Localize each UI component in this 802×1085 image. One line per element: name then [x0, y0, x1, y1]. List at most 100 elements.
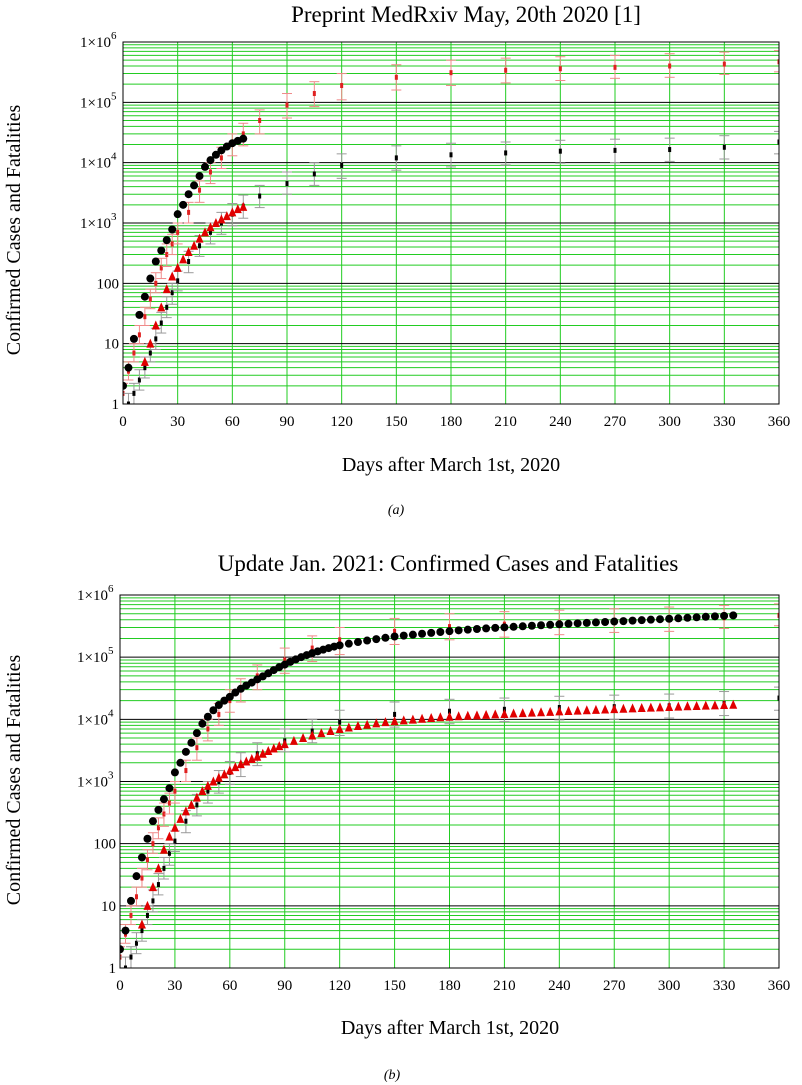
plot-frame	[119, 594, 780, 969]
y-tick-label: 100	[97, 276, 120, 292]
y-tick-label: 1	[109, 961, 117, 977]
observed-deaths-point	[582, 705, 591, 715]
observed-cases-point	[123, 381, 127, 390]
observed-deaths-point	[363, 719, 372, 729]
model-mean-point	[206, 726, 210, 732]
observed-deaths-point	[729, 699, 738, 709]
observed-deaths-point	[214, 772, 223, 782]
model-mean-point	[338, 637, 342, 643]
model-mean-point	[167, 800, 171, 806]
x-tick-label: 30	[167, 978, 182, 994]
observed-deaths-point	[280, 739, 289, 749]
observed-deaths-point	[220, 769, 229, 779]
observed-deaths-point	[527, 707, 536, 717]
model-mean-point	[285, 181, 289, 187]
observed-deaths-point	[472, 710, 481, 720]
model-mean-point	[140, 928, 144, 934]
y-tick-exponent: 6	[108, 583, 114, 595]
model-mean-point	[129, 912, 133, 918]
observed-cases-point	[201, 162, 209, 171]
model-mean-point	[393, 711, 397, 717]
observed-cases-point	[198, 719, 207, 728]
observed-cases-point	[203, 712, 212, 721]
observed-deaths-point	[546, 706, 555, 716]
observed-cases-point	[344, 639, 353, 648]
observed-deaths-point	[646, 702, 655, 712]
chart-panel-b: Update Jan. 2021: Confirmed Cases and Fa…	[3, 551, 790, 1083]
x-tick-label: 270	[604, 414, 627, 430]
chart-panel-a: Preprint MedRxiv May, 20th 2020 [1] 0 30 6…	[3, 2, 790, 518]
observed-deaths-point	[408, 714, 417, 724]
observed-cases-point	[436, 627, 445, 636]
observed-deaths-point	[201, 227, 209, 237]
series-group	[123, 50, 779, 404]
observed-cases-point	[140, 292, 149, 301]
observed-cases-point	[143, 834, 152, 843]
observed-cases-point	[491, 623, 500, 632]
model-mean-point	[722, 144, 726, 150]
observed-cases-point	[165, 784, 174, 793]
observed-deaths-point	[720, 700, 729, 710]
model-mean-point	[187, 259, 191, 265]
observed-deaths-point	[190, 240, 199, 250]
observed-deaths-point	[372, 718, 381, 728]
model-mean-point	[338, 719, 342, 725]
model-mean-point	[159, 265, 163, 271]
observed-deaths-point	[445, 711, 454, 721]
observed-cases-point	[546, 620, 555, 629]
x-tick-label: 120	[328, 978, 351, 994]
model-mean-point	[394, 155, 398, 161]
model-mean-point	[504, 67, 508, 73]
model-mean-point	[134, 894, 138, 900]
model-mean-point	[613, 147, 617, 153]
model-mean-point	[208, 229, 212, 235]
model-mean-point	[137, 377, 141, 383]
observed-cases-point	[610, 617, 619, 626]
observed-cases-point	[124, 363, 133, 372]
observed-deaths-point	[710, 700, 719, 710]
observed-deaths-point	[269, 743, 278, 753]
x-tick-label: 60	[222, 978, 237, 994]
observed-cases-point	[126, 896, 135, 905]
observed-cases-point	[187, 738, 196, 747]
observed-cases-point	[518, 622, 527, 631]
model-mean-point	[162, 811, 166, 817]
observed-deaths-point	[157, 302, 166, 312]
model-mean-point	[162, 865, 166, 871]
observed-deaths-point	[143, 900, 152, 910]
x-tick-label: 60	[225, 414, 240, 430]
observed-cases-point	[665, 614, 674, 623]
observed-deaths-point	[242, 756, 251, 766]
observed-cases-point	[195, 172, 204, 181]
y-tick-label: 1×10	[77, 650, 108, 666]
observed-cases-point	[120, 945, 124, 954]
observed-deaths-point	[637, 703, 646, 713]
observed-cases-point	[335, 641, 344, 650]
model-mean-point	[777, 695, 779, 701]
y-axis-label: Confirmed Cases and Fatalities	[3, 655, 25, 906]
x-tick-label: 360	[768, 414, 791, 430]
model-mean-point	[170, 241, 174, 247]
x-tick-label: 120	[330, 414, 353, 430]
model-mean-point	[165, 252, 169, 258]
observed-deaths-point	[239, 201, 248, 211]
y-tick-exponent: 6	[111, 30, 117, 42]
observed-cases-point	[399, 631, 408, 640]
observed-deaths-point	[225, 765, 234, 775]
observed-deaths-point	[162, 284, 171, 294]
model-mean-point	[154, 280, 158, 286]
observed-deaths-point	[564, 706, 573, 716]
observed-deaths-point	[228, 207, 237, 217]
observed-cases-point	[159, 795, 168, 804]
observed-cases-point	[427, 628, 436, 637]
observed-cases-point	[628, 616, 637, 625]
observed-deaths-point	[665, 701, 674, 711]
model-mean-point	[148, 350, 152, 356]
model-mean-point	[241, 131, 245, 137]
observed-cases-point	[637, 616, 646, 625]
model-mean-point	[173, 838, 177, 844]
x-tick-label: 330	[713, 978, 736, 994]
figure-caption: (a)	[388, 503, 405, 518]
x-tick-label: 90	[277, 978, 292, 994]
y-tick-label: 1×10	[80, 156, 111, 172]
